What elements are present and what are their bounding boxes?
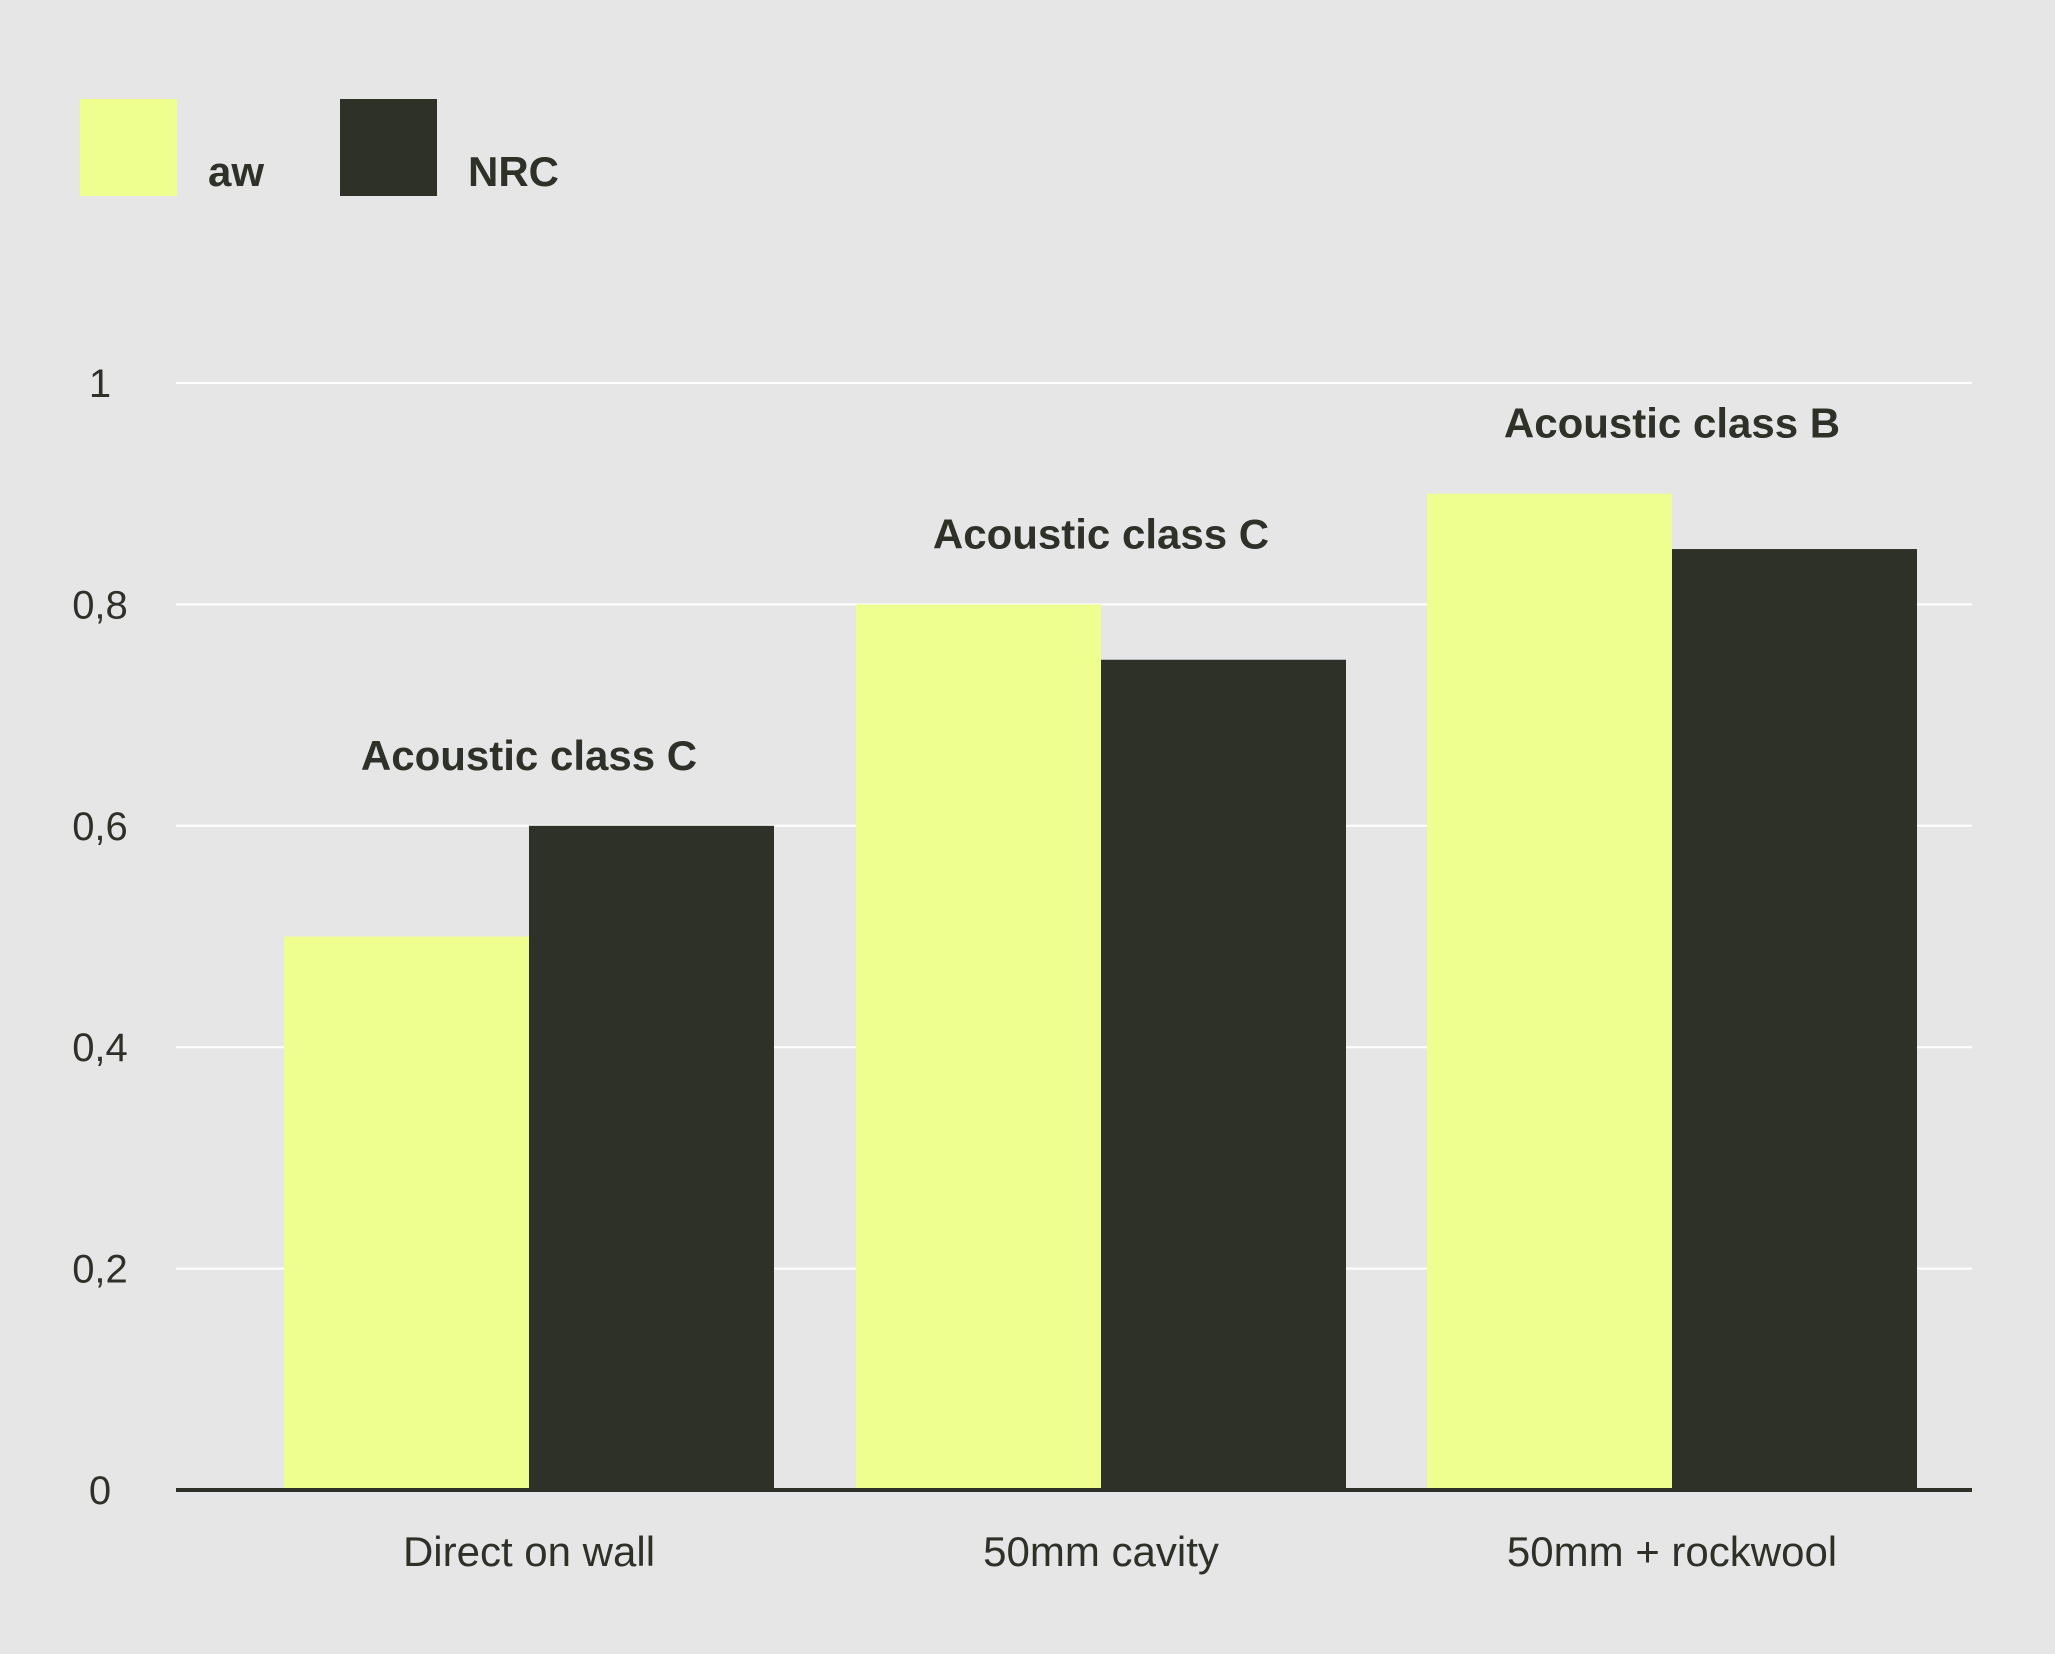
legend-label-aw: aw	[208, 148, 264, 195]
y-tick-label: 0,4	[72, 1026, 128, 1070]
annotations: Acoustic class C Acoustic class C Acoustic…	[361, 400, 1840, 779]
bar-aw-2	[856, 604, 1101, 1490]
bar-nrc-1	[529, 825, 774, 1490]
annotation-3: Acoustic class B	[1504, 400, 1840, 447]
y-axis-ticks: 0 0,2 0,4 0,6 0,8 1	[72, 362, 128, 1513]
legend-label-nrc: NRC	[468, 148, 559, 195]
bar-nrc-3	[1672, 549, 1917, 1490]
bar-aw-1	[284, 936, 529, 1490]
y-tick-label: 1	[89, 362, 111, 406]
y-tick-label: 0,6	[72, 805, 128, 849]
y-tick-label: 0,8	[72, 583, 128, 627]
x-axis-categories: Direct on wall 50mm cavity 50mm + rockwool	[403, 1528, 1837, 1575]
annotation-1: Acoustic class C	[361, 732, 697, 779]
bar-aw-3	[1427, 493, 1672, 1490]
y-tick-label: 0,2	[72, 1248, 128, 1292]
legend-swatch-aw	[80, 99, 177, 196]
legend-swatch-nrc	[340, 99, 437, 196]
bars	[284, 493, 1917, 1490]
x-category-label: 50mm cavity	[983, 1528, 1219, 1575]
x-category-label: Direct on wall	[403, 1528, 655, 1575]
y-tick-label: 0	[89, 1469, 111, 1513]
annotation-2: Acoustic class C	[933, 510, 1269, 557]
x-category-label: 50mm + rockwool	[1507, 1528, 1837, 1575]
legend: aw NRC	[80, 99, 559, 196]
bar-nrc-2	[1101, 659, 1346, 1490]
